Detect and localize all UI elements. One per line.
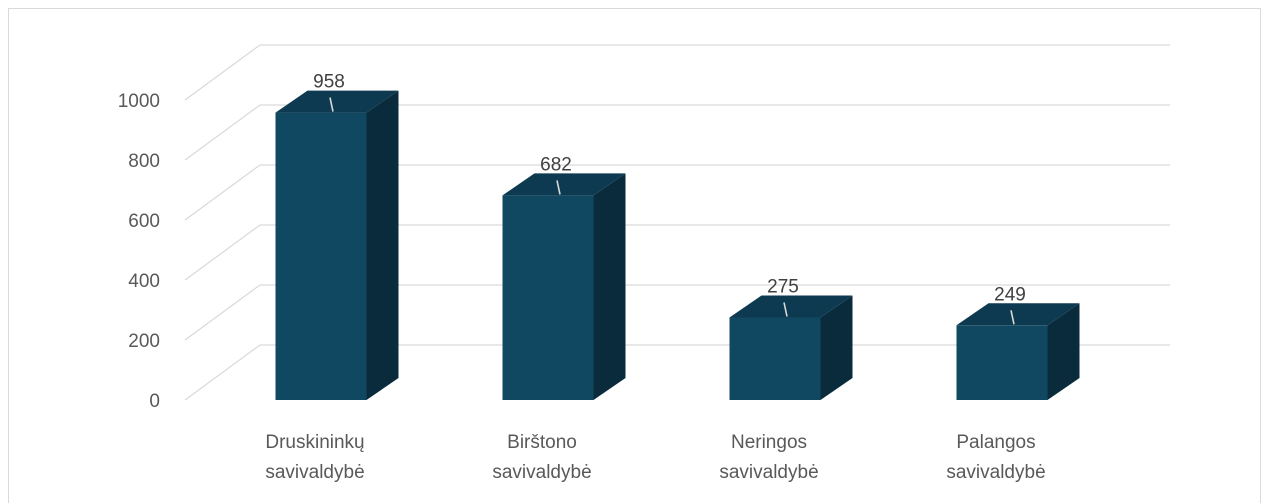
gridline-side-400 xyxy=(184,224,261,281)
gridline-side-600 xyxy=(184,164,261,221)
bar-front-3 xyxy=(956,325,1048,400)
data-label-leader-1 xyxy=(556,180,561,195)
category-label-3-line-1: savivaldybė xyxy=(946,462,1045,483)
bar-side-1 xyxy=(593,173,626,400)
y-tick-label-400: 400 xyxy=(128,271,160,292)
bar-front-1 xyxy=(502,195,594,400)
bar-side-2 xyxy=(820,295,853,400)
category-label-0-line-1: savivaldybė xyxy=(265,462,364,483)
category-label-1-line-0: Birštono xyxy=(507,432,577,453)
bar-top-3 xyxy=(956,303,1080,326)
bar-front-2 xyxy=(729,317,821,400)
category-label-1-line-1: savivaldybė xyxy=(492,462,591,483)
category-label-2-line-0: Neringos xyxy=(731,432,807,453)
data-label-0: 958 xyxy=(313,72,345,93)
data-label-leader-3 xyxy=(1010,310,1015,325)
data-label-2: 275 xyxy=(767,277,799,298)
y-tick-label-200: 200 xyxy=(128,331,160,352)
y-tick-label-600: 600 xyxy=(128,211,160,232)
gridline-side-1000 xyxy=(184,44,261,101)
bar-front-0 xyxy=(275,112,367,400)
chart-frame xyxy=(8,8,1261,503)
bar-top-2 xyxy=(729,295,853,318)
bar-top-1 xyxy=(502,173,626,196)
data-label-3: 249 xyxy=(994,284,1026,305)
category-label-3-line-0: Palangos xyxy=(956,432,1035,453)
y-tick-label-1000: 1000 xyxy=(118,91,160,112)
y-tick-label-0: 0 xyxy=(149,391,160,412)
gridline-side-800 xyxy=(184,104,261,161)
bar-side-3 xyxy=(1047,303,1080,400)
category-label-2-line-1: savivaldybė xyxy=(719,462,818,483)
data-label-leader-0 xyxy=(329,97,334,112)
bar-top-0 xyxy=(275,90,399,113)
category-label-0-line-0: Druskininkų xyxy=(265,432,364,453)
bar-side-0 xyxy=(366,90,399,400)
gridline-side-0 xyxy=(184,344,261,401)
data-label-1: 682 xyxy=(540,154,572,175)
gridline-side-200 xyxy=(184,284,261,341)
data-label-leader-2 xyxy=(783,302,788,317)
y-tick-label-800: 800 xyxy=(128,151,160,172)
